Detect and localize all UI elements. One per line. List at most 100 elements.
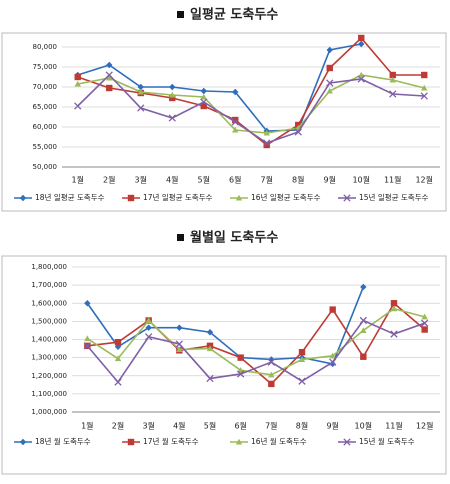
point — [237, 354, 244, 361]
point — [358, 34, 365, 42]
y-tick-label: 1,700,000 — [31, 281, 67, 289]
point — [74, 73, 81, 81]
point — [169, 91, 176, 98]
point — [169, 83, 176, 91]
series-line — [77, 73, 425, 144]
point — [358, 40, 365, 48]
y-tick-label: 70,000 — [33, 83, 58, 91]
point — [267, 358, 275, 366]
x-tick-label: 10월 — [352, 175, 370, 185]
x-tick-label: 3월 — [142, 421, 154, 431]
series-line — [77, 74, 425, 134]
chart-title: 월별일 도축두수 — [190, 230, 278, 246]
point — [145, 333, 153, 341]
point — [390, 305, 398, 312]
panel-frame — [1, 32, 447, 212]
y-tick-label: 60,000 — [33, 123, 58, 131]
series-line — [86, 286, 365, 365]
point — [175, 340, 183, 348]
legend-label: 17년 월 도축두수 — [143, 436, 199, 446]
point — [360, 327, 367, 333]
point — [298, 348, 306, 356]
x-tick-label: 9월 — [324, 175, 336, 185]
y-tick-label: 1,100,000 — [31, 390, 67, 398]
point — [389, 71, 396, 79]
x-tick-label: 4월 — [166, 175, 178, 185]
x-tick-label: 3월 — [135, 175, 147, 185]
x-tick-label: 5월 — [204, 421, 216, 431]
point — [358, 71, 365, 78]
point — [329, 352, 336, 359]
y-tick-label: 80,000 — [33, 43, 58, 51]
point — [206, 345, 214, 352]
point — [421, 71, 428, 79]
x-tick-label: 5월 — [198, 175, 210, 185]
point — [326, 79, 334, 87]
point — [326, 64, 333, 72]
point — [298, 356, 306, 362]
point — [389, 76, 396, 83]
x-tick-label: 1월 — [72, 175, 84, 185]
point — [237, 370, 245, 378]
title-bullet — [177, 11, 184, 18]
point — [114, 378, 122, 386]
series-line — [86, 319, 425, 384]
point — [326, 46, 333, 54]
x-tick-label: 10월 — [355, 421, 373, 431]
point — [200, 98, 208, 106]
point — [360, 353, 367, 360]
y-tick-label: 1,500,000 — [31, 317, 67, 325]
legend-label: 15년 일평균 도축두수 — [359, 192, 429, 202]
point — [421, 319, 429, 327]
panel-frame — [1, 255, 447, 475]
point — [114, 355, 122, 362]
point — [343, 438, 351, 446]
point — [19, 194, 27, 202]
point — [105, 71, 113, 79]
point — [390, 300, 398, 307]
point — [294, 128, 302, 136]
y-tick-label: 1,300,000 — [31, 354, 67, 362]
point — [137, 88, 144, 95]
legend-label: 17년 일평균 도축두수 — [143, 192, 213, 202]
point — [232, 88, 239, 96]
y-tick-label: 1,800,000 — [31, 263, 67, 271]
point — [263, 129, 270, 136]
point — [83, 342, 91, 350]
legend-label: 15년 월 도축두수 — [359, 436, 415, 446]
point — [176, 324, 183, 331]
point — [359, 316, 367, 325]
y-tick-label: 1,000,000 — [31, 408, 67, 416]
point — [421, 84, 428, 91]
series-line — [77, 36, 425, 146]
point — [106, 61, 113, 69]
point — [421, 326, 428, 333]
point — [329, 358, 337, 366]
point — [19, 438, 27, 446]
legend-label: 18년 월 도축두수 — [35, 436, 91, 446]
y-tick-label: 65,000 — [33, 103, 58, 111]
point — [74, 80, 81, 87]
x-tick-label: 4월 — [173, 421, 185, 431]
x-tick-label: 6월 — [229, 175, 241, 185]
y-tick-label: 1,400,000 — [31, 336, 67, 344]
x-tick-label: 12월 — [415, 175, 433, 185]
point — [84, 300, 91, 307]
x-tick-label: 7월 — [261, 175, 273, 185]
x-tick-label: 8월 — [296, 421, 308, 431]
title-bullet — [177, 234, 184, 241]
point — [268, 371, 275, 378]
point — [343, 194, 351, 202]
point — [235, 438, 243, 445]
y-tick-label: 55,000 — [33, 143, 58, 151]
point — [127, 438, 135, 446]
point — [200, 87, 207, 95]
point — [298, 377, 306, 385]
point — [106, 84, 113, 92]
y-tick-label: 1,200,000 — [31, 372, 67, 380]
point — [235, 194, 243, 201]
point — [74, 102, 82, 110]
point — [268, 380, 275, 388]
point — [420, 92, 428, 100]
